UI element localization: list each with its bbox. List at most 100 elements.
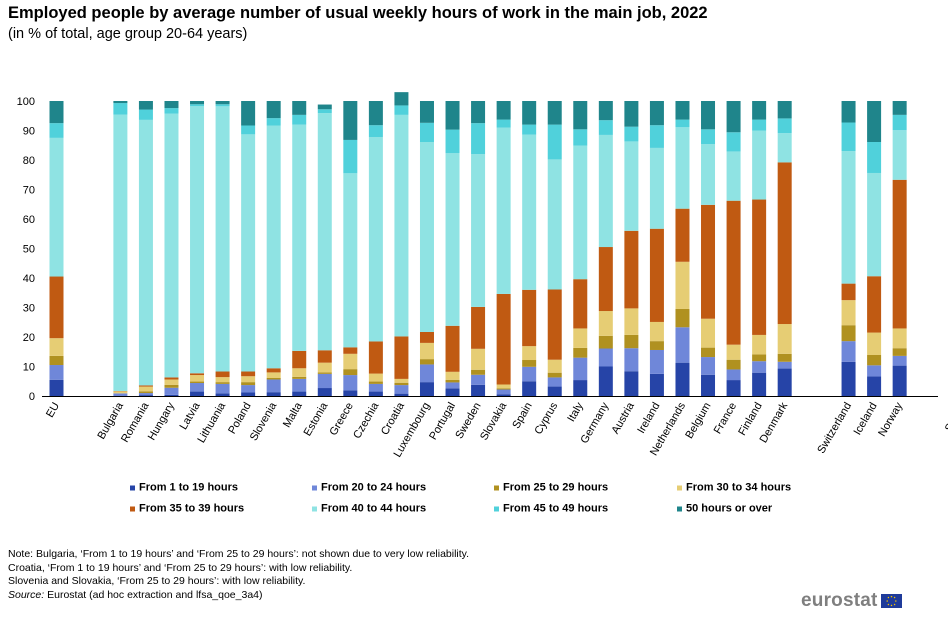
bar-segment bbox=[547, 101, 562, 125]
bar-segment bbox=[752, 372, 767, 396]
bar-segment bbox=[649, 101, 664, 126]
bar-segment bbox=[190, 373, 205, 376]
bar-segment bbox=[292, 114, 307, 125]
eu-flag-icon bbox=[880, 594, 902, 608]
bar-segment bbox=[317, 109, 332, 114]
bar-segment bbox=[726, 369, 741, 381]
bar-segment bbox=[190, 375, 205, 382]
bar-segment bbox=[113, 391, 128, 394]
bar-segment bbox=[649, 321, 664, 342]
bar-segment bbox=[675, 308, 690, 328]
bar-segment bbox=[752, 334, 767, 355]
bar-segment bbox=[598, 311, 613, 336]
bar-segment bbox=[649, 341, 664, 350]
bar-segment bbox=[266, 379, 281, 393]
bar-segment bbox=[394, 378, 409, 383]
y-tick-label: 20 bbox=[23, 332, 35, 344]
bar-segment bbox=[649, 349, 664, 374]
bar-segment bbox=[292, 376, 307, 379]
bar-segment bbox=[241, 376, 256, 383]
x-tick-label: Switzerland bbox=[815, 401, 854, 456]
y-tick-label: 80 bbox=[23, 155, 35, 167]
bar-segment bbox=[164, 387, 179, 395]
bar-segment bbox=[292, 378, 307, 392]
bar-segment bbox=[726, 344, 741, 360]
bar-segment bbox=[164, 113, 179, 378]
bar-segment bbox=[675, 327, 690, 363]
bar-segment bbox=[445, 379, 460, 383]
bar-segment bbox=[343, 390, 358, 396]
bar-segment bbox=[547, 289, 562, 360]
x-tick-label: Norway bbox=[876, 400, 905, 439]
bar-segment bbox=[266, 118, 281, 126]
bar-segment bbox=[419, 359, 434, 365]
bar-segment bbox=[777, 162, 792, 325]
bar-segment bbox=[368, 136, 383, 342]
bar-segment bbox=[726, 380, 741, 396]
bar-segment bbox=[624, 126, 639, 142]
legend-label: From 20 to 24 hours bbox=[321, 482, 426, 494]
bar-segment bbox=[241, 371, 256, 377]
bar-segment bbox=[777, 133, 792, 163]
bar-segment bbox=[343, 173, 358, 348]
bar-segment bbox=[419, 342, 434, 360]
bar-segment bbox=[445, 101, 460, 130]
bar-segment bbox=[752, 361, 767, 373]
bar-segment bbox=[496, 384, 511, 389]
legend-label: From 35 to 39 hours bbox=[139, 503, 244, 515]
bar-segment bbox=[777, 118, 792, 134]
bar-segment bbox=[841, 361, 856, 396]
bar-segment bbox=[522, 101, 537, 125]
bar-segment bbox=[624, 348, 639, 372]
bar-segment bbox=[841, 300, 856, 326]
bar-segment bbox=[624, 371, 639, 396]
bar-segment bbox=[496, 394, 511, 396]
bar-segment bbox=[190, 104, 205, 107]
bar-segment bbox=[241, 382, 256, 386]
bar-segment bbox=[892, 355, 907, 366]
y-tick-label: 30 bbox=[23, 303, 35, 315]
bar-segment bbox=[892, 328, 907, 349]
bar-segment bbox=[701, 204, 716, 319]
source-line: Source: Eurostat (ad hoc extraction and … bbox=[8, 589, 469, 603]
bar-segment bbox=[496, 293, 511, 385]
x-tick-label: EU bbox=[44, 400, 62, 419]
bar-segment bbox=[841, 101, 856, 123]
bar-segment bbox=[368, 101, 383, 126]
bar-segment bbox=[445, 382, 460, 389]
bar-segment bbox=[573, 328, 588, 348]
bar-segment bbox=[726, 359, 741, 370]
note-line: Croatia, ‘From 1 to 19 hours’ and ‘From … bbox=[8, 561, 353, 574]
bar-segment bbox=[867, 142, 882, 173]
bar-segment bbox=[215, 101, 230, 105]
y-tick-label: 40 bbox=[23, 273, 35, 285]
note-line: Slovenia and Slovakia, ‘From 25 to 29 ho… bbox=[8, 575, 306, 588]
x-tick-label: Austria bbox=[609, 400, 637, 436]
y-tick-label: 0 bbox=[29, 391, 35, 403]
bar-segment bbox=[292, 124, 307, 351]
bar-segment bbox=[215, 377, 230, 383]
logo-text: eurostat bbox=[801, 590, 878, 611]
bar-segment bbox=[573, 279, 588, 329]
bar-segment bbox=[419, 331, 434, 343]
bar-segment bbox=[867, 365, 882, 377]
bar-segment bbox=[138, 391, 153, 394]
bar-segment bbox=[317, 372, 332, 374]
bar-segment bbox=[445, 153, 460, 326]
bar-segment bbox=[394, 105, 409, 115]
legend-swatch bbox=[130, 506, 135, 512]
bar-segment bbox=[675, 127, 690, 209]
legend-label: From 25 to 29 hours bbox=[503, 482, 608, 494]
bar-segment bbox=[266, 101, 281, 119]
bar-segment bbox=[164, 101, 179, 109]
bar-segment bbox=[841, 122, 856, 152]
bar-segment bbox=[138, 109, 153, 120]
bar-segment bbox=[522, 360, 537, 367]
bar-segment bbox=[598, 366, 613, 396]
bar-segment bbox=[841, 283, 856, 301]
legend-swatch bbox=[312, 485, 317, 491]
bar-segment bbox=[419, 382, 434, 396]
bar-segment bbox=[701, 318, 716, 348]
bar-segment bbox=[547, 377, 562, 387]
bar-segment bbox=[598, 335, 613, 349]
